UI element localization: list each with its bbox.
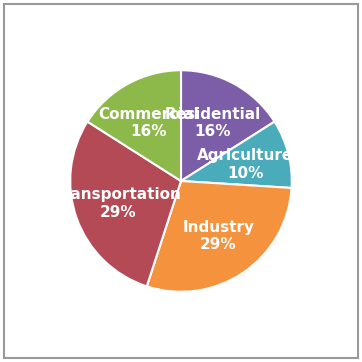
Wedge shape [70, 122, 181, 286]
Wedge shape [88, 70, 181, 181]
Wedge shape [147, 181, 291, 292]
Wedge shape [181, 122, 292, 188]
Wedge shape [181, 70, 274, 181]
Text: Agriculture
10%: Agriculture 10% [197, 148, 294, 181]
Text: Industry
29%: Industry 29% [182, 220, 254, 252]
Text: Commercial
16%: Commercial 16% [98, 106, 199, 139]
Text: Residential
16%: Residential 16% [165, 106, 261, 139]
Text: Transportation
29%: Transportation 29% [55, 187, 182, 220]
